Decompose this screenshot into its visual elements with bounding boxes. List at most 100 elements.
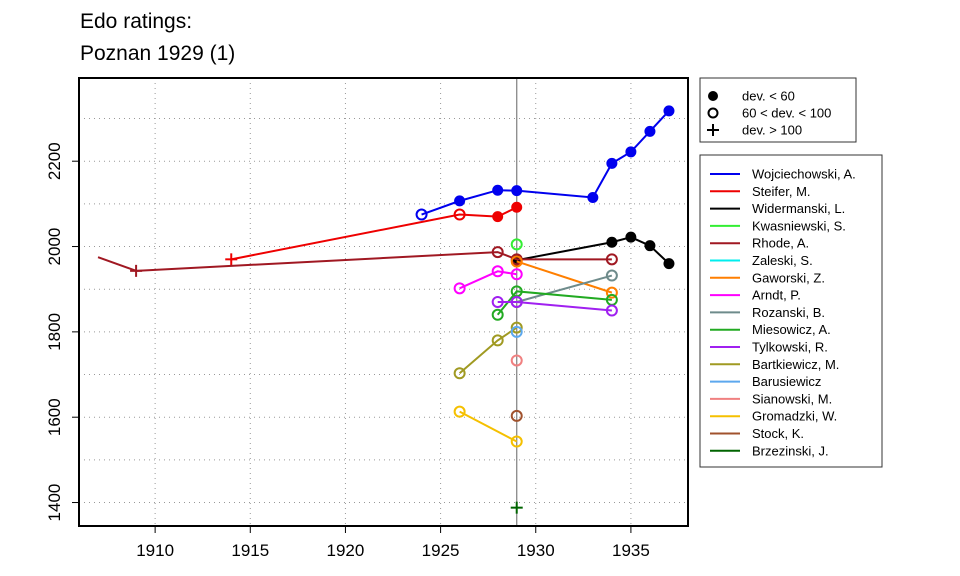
marker-open (707, 107, 719, 119)
x-tick-label: 1935 (612, 541, 650, 560)
legend-label: Barusiewicz (752, 374, 821, 389)
x-tick-label: 1915 (231, 541, 269, 560)
marker-filled (606, 157, 618, 169)
series-11 (453, 321, 523, 380)
marker-plus (130, 264, 143, 277)
marker-open (605, 269, 618, 282)
series-7 (453, 265, 523, 295)
legend-label: Miesowicz, A. (752, 322, 831, 337)
marker-open (510, 238, 523, 251)
chart-title-line-1: Edo ratings: (80, 10, 193, 33)
series-6 (510, 255, 618, 299)
marker-legend: dev. < 60 60 < dev. < 100 dev. > 100 (699, 77, 857, 143)
legend-label: Sianowski, M. (752, 391, 832, 406)
marker-open (453, 208, 466, 221)
marker-filled (644, 240, 656, 252)
marker-open (510, 321, 523, 334)
marker-filled (663, 105, 675, 117)
marker-filled (644, 125, 656, 137)
marker-filled (492, 211, 504, 223)
series-line (459, 410, 518, 443)
marker-open (453, 405, 466, 418)
series-16 (510, 501, 523, 514)
marker-filled (708, 91, 718, 101)
legend-label: Kwasniewski, S. (752, 218, 846, 233)
series-10 (491, 296, 618, 317)
legend-label: Tylkowski, R. (752, 340, 828, 355)
marker-open (491, 246, 504, 259)
marker-filled (625, 146, 637, 158)
series-0 (415, 105, 675, 221)
y-tick-label: 1800 (45, 313, 64, 351)
marker-open (453, 282, 466, 295)
series-14 (453, 405, 523, 448)
grid-layer (79, 78, 688, 526)
series-layer (97, 105, 675, 514)
marker-open (605, 253, 618, 266)
marker-open (510, 255, 523, 268)
series-line (516, 260, 613, 294)
marker-open (510, 409, 523, 422)
marker-open (605, 304, 618, 317)
series-line (497, 301, 612, 312)
legend-label: Arndt, P. (752, 288, 801, 303)
y-tick-label: 2000 (45, 228, 64, 266)
plot-frame (78, 77, 689, 527)
marker-open (510, 435, 523, 448)
marker-open (453, 367, 466, 380)
legend-label: Rhode, A. (752, 236, 809, 251)
legend-label: Stock, K. (752, 426, 804, 441)
x-tick-label: 1920 (327, 541, 365, 560)
series-line (516, 274, 613, 303)
series-15 (510, 409, 523, 422)
series-12 (510, 325, 523, 338)
legend-label: Wojciechowski, A. (752, 167, 856, 182)
marker-legend-box (699, 77, 857, 143)
series-line (136, 251, 612, 272)
series-lead-line (97, 256, 137, 272)
marker-open (491, 308, 504, 321)
series-9 (491, 285, 618, 321)
axis-layer: 1910 1915 1920 1925 1930 1935 1400 1600 1800 2000… (45, 142, 650, 560)
legend-label: Brzezinski, J. (752, 443, 829, 458)
series-legend: Wojciechowski, A. Steifer, M. Widermanski,… (699, 154, 883, 468)
series-line (496, 290, 612, 316)
marker-filled (454, 195, 466, 207)
marker-legend-label: dev. > 100 (742, 123, 802, 138)
marker-plus (707, 124, 719, 136)
x-tick-label: 1925 (422, 541, 460, 560)
legend-label: Zaleski, S. (752, 253, 813, 268)
series-1 (225, 201, 523, 266)
series-line (231, 206, 518, 261)
legend-label: Gromadzki, W. (752, 409, 837, 424)
marker-open (415, 208, 428, 221)
marker-open (491, 334, 504, 347)
marker-filled (492, 184, 504, 196)
legend-label: Bartkiewicz, M. (752, 357, 839, 372)
marker-filled (511, 185, 523, 197)
marker-legend-label: dev. < 60 (742, 89, 795, 104)
legend-label: Widermanski, L. (752, 201, 845, 216)
marker-open (491, 265, 504, 278)
y-tick-label: 1600 (45, 398, 64, 436)
series-13 (510, 354, 523, 367)
marker-filled (625, 231, 637, 243)
legend-label: Gaworski, Z. (752, 270, 825, 285)
marker-open (510, 325, 523, 338)
x-tick-label: 1930 (517, 541, 555, 560)
series-line (459, 270, 517, 290)
marker-open (510, 268, 523, 281)
marker-filled (663, 258, 675, 270)
series-line (458, 326, 518, 375)
marker-open (510, 296, 523, 308)
y-tick-label: 1400 (45, 484, 64, 522)
marker-open (605, 286, 618, 299)
marker-plus (225, 253, 238, 266)
x-tick-label: 1910 (136, 541, 174, 560)
marker-filled (606, 236, 618, 248)
marker-filled (587, 191, 599, 203)
y-tick-label: 2200 (45, 142, 64, 180)
chart-title-line-2: Poznan 1929 (1) (80, 42, 236, 65)
series-3 (510, 238, 523, 251)
